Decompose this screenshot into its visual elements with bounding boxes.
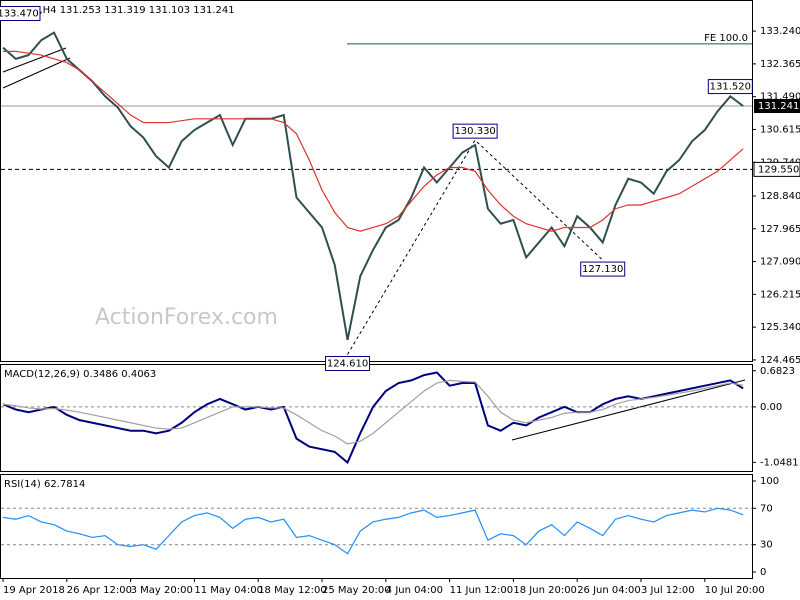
last-price-tag: [754, 99, 800, 114]
y-tick-label: 126.215: [760, 289, 800, 300]
chart-title: EURJPY,H4 131.253 131.319 131.103 131.24…: [4, 5, 235, 16]
x-tick-label: 11 May 04:00: [194, 585, 263, 596]
x-tick-label: 19 Apr 2018: [3, 585, 65, 596]
annotation-label: 124.610: [327, 359, 368, 370]
y-tick-label: 127.090: [760, 257, 800, 268]
fe-label: FE 100.0: [704, 33, 748, 44]
annotation-box: [707, 79, 753, 95]
annotation-label: 127.130: [582, 264, 623, 275]
y-tick-label: 128.840: [760, 191, 800, 202]
zigzag: [347, 139, 604, 355]
rsi-panel: [0, 474, 753, 579]
price-tag-label: 129.550: [758, 164, 799, 175]
y-tick-label: 70: [760, 503, 773, 514]
y-tick-label: 100: [760, 476, 779, 487]
annotation-label: 130.330: [454, 126, 495, 137]
series-line: [2, 379, 744, 445]
y-tick-label: 127.965: [760, 224, 800, 235]
last-price-label: 131.241: [758, 101, 799, 112]
y-tick-label: 0: [760, 567, 766, 578]
annotation-box: [452, 123, 498, 139]
main-panel: [0, 0, 753, 362]
y-tick-label: 130.615: [760, 124, 800, 135]
macd-panel: [0, 364, 753, 472]
y-tick-label: 133.240: [760, 26, 800, 37]
y-tick-label: 125.340: [760, 322, 800, 333]
x-tick-label: 25 May 20:00: [322, 585, 391, 596]
y-tick-label: 132.365: [760, 59, 800, 70]
y-tick-label: -1.0481: [760, 457, 799, 468]
trend-line: [2, 47, 67, 73]
trend-line: [511, 379, 746, 441]
annotation-box: [580, 261, 626, 277]
series-line: [3, 50, 744, 232]
rsi-title: RSI(14) 62.7814: [4, 479, 85, 490]
series-line: [2, 31, 744, 341]
y-tick-label: 30: [760, 540, 773, 551]
annotation-box: [325, 356, 371, 372]
y-tick-label: 0.00: [760, 402, 782, 413]
trend-line: [2, 57, 71, 89]
x-tick-label: 18 May 12:00: [258, 585, 327, 596]
y-tick-label: 131.490: [760, 92, 800, 103]
x-tick-label: 3 Jul 12:00: [641, 585, 695, 596]
x-tick-label: 18 Jun 20:00: [513, 585, 577, 596]
y-tick-label: 0.6823: [760, 366, 795, 377]
series-line: [2, 507, 744, 555]
y-tick-label: 124.465: [760, 355, 800, 366]
macd-title: MACD(12,26,9) 0.3486 0.4063: [4, 369, 156, 380]
x-tick-label: 4 Jun 04:00: [386, 585, 443, 596]
x-tick-label: 3 May 20:00: [131, 585, 193, 596]
annotation-label: 131.520: [710, 82, 751, 93]
x-tick-label: 10 Jul 20:00: [705, 585, 765, 596]
annotation-box: [0, 5, 41, 21]
x-tick-label: 11 Jun 12:00: [450, 585, 514, 596]
x-tick-label: 26 Apr 12:00: [67, 585, 132, 596]
watermark: ActionForex.com: [95, 305, 278, 330]
price-tag: [753, 161, 800, 177]
series-line: [2, 371, 744, 465]
annotation-label: 133.470: [0, 8, 39, 19]
x-tick-label: 26 Jun 04:00: [577, 585, 641, 596]
